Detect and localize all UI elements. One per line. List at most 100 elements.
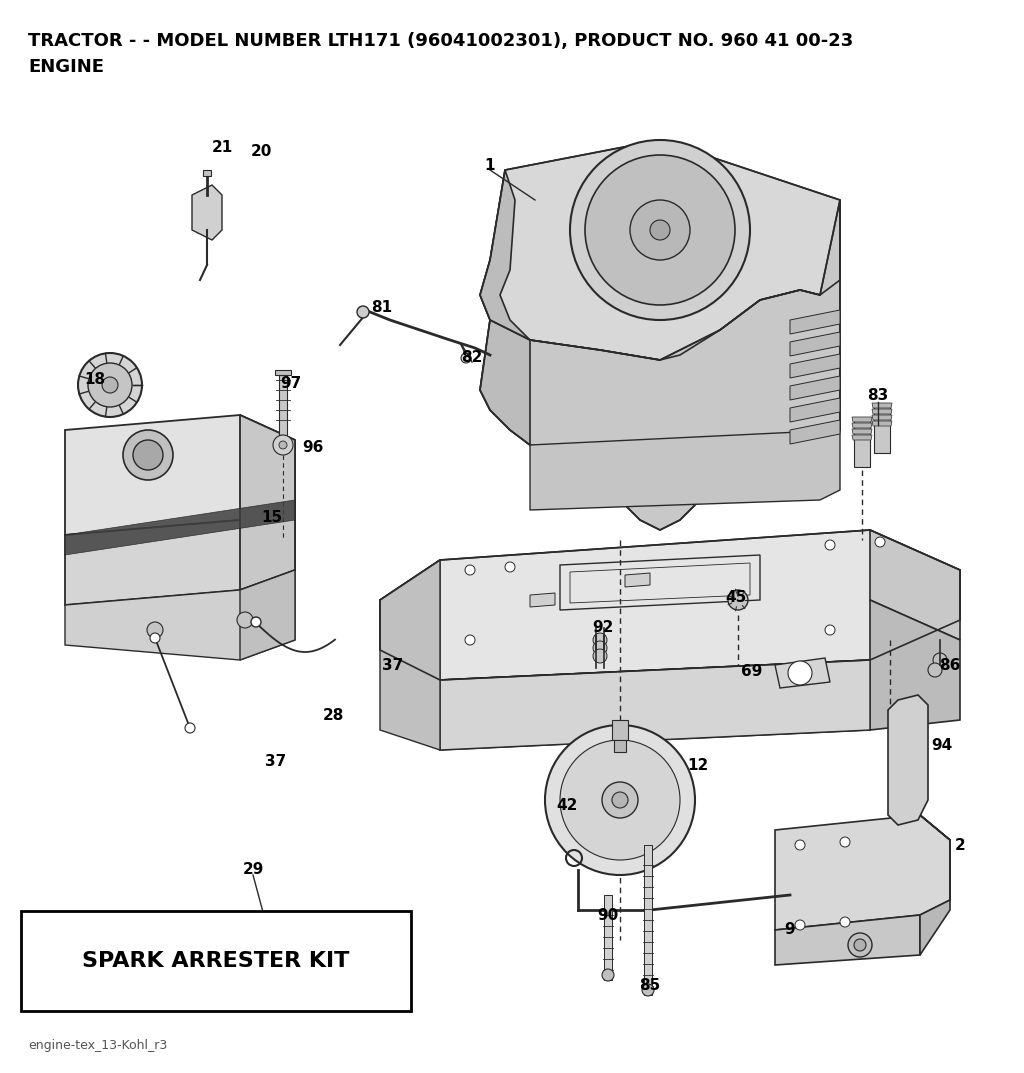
Circle shape [825,624,835,635]
Circle shape [840,837,850,847]
Text: 28: 28 [323,707,344,722]
Circle shape [795,920,805,930]
Circle shape [505,562,515,572]
Circle shape [237,612,253,628]
Polygon shape [870,530,961,640]
Circle shape [650,220,670,240]
Text: 83: 83 [867,387,889,402]
Circle shape [602,782,638,818]
Polygon shape [240,415,295,590]
Circle shape [88,363,132,407]
Polygon shape [790,376,840,400]
Polygon shape [790,420,840,444]
Text: 12: 12 [687,758,709,773]
Polygon shape [440,660,870,750]
Circle shape [133,440,163,470]
Polygon shape [65,500,295,555]
Polygon shape [530,430,840,510]
Polygon shape [644,846,652,995]
Polygon shape [872,403,892,408]
Text: 96: 96 [302,441,324,456]
Circle shape [570,139,750,320]
Text: 94: 94 [932,737,952,752]
Text: 1: 1 [484,158,496,173]
Circle shape [465,565,475,575]
Circle shape [854,939,866,951]
Text: TRACTOR - - MODEL NUMBER LTH171 (96041002301), PRODUCT NO. 960 41 00-23: TRACTOR - - MODEL NUMBER LTH171 (9604100… [28,32,853,50]
Circle shape [123,430,173,480]
Polygon shape [65,570,295,660]
Polygon shape [872,421,892,426]
Text: 20: 20 [250,145,271,160]
Text: 45: 45 [725,590,746,605]
Polygon shape [625,573,650,587]
Polygon shape [614,740,626,752]
Circle shape [848,934,872,957]
Circle shape [585,155,735,305]
Polygon shape [203,170,211,176]
Circle shape [461,353,471,363]
Polygon shape [612,720,628,740]
Text: 86: 86 [939,658,961,673]
Circle shape [612,792,628,808]
Text: ENGINE: ENGINE [28,58,104,76]
Polygon shape [380,560,440,750]
Circle shape [147,622,163,638]
Circle shape [840,917,850,927]
Polygon shape [530,593,555,607]
FancyBboxPatch shape [22,911,411,1011]
Circle shape [728,590,748,609]
Circle shape [560,740,680,859]
Circle shape [642,984,654,996]
Text: 2: 2 [954,838,966,853]
Circle shape [933,653,947,667]
Polygon shape [872,415,892,420]
Text: 29: 29 [243,863,264,878]
Polygon shape [65,415,295,535]
Circle shape [545,725,695,874]
Polygon shape [852,417,872,422]
Text: 97: 97 [281,377,302,392]
Circle shape [593,633,607,647]
Text: 82: 82 [462,351,482,366]
Polygon shape [872,409,892,414]
Text: 37: 37 [265,754,287,769]
Polygon shape [790,354,840,378]
Circle shape [825,540,835,550]
Text: SPARK ARRESTER KIT: SPARK ARRESTER KIT [82,951,349,971]
Text: 81: 81 [372,300,392,315]
Polygon shape [240,570,295,660]
Polygon shape [852,429,872,433]
Circle shape [185,723,195,733]
Polygon shape [790,310,840,334]
Text: 92: 92 [592,620,613,635]
Polygon shape [775,815,950,930]
Text: 69: 69 [741,664,763,679]
Circle shape [593,641,607,655]
Text: 21: 21 [211,141,232,156]
Polygon shape [854,417,870,467]
Polygon shape [279,374,287,435]
Polygon shape [790,332,840,356]
Circle shape [465,635,475,645]
Circle shape [273,435,293,455]
Polygon shape [870,600,961,730]
Polygon shape [65,500,295,605]
Circle shape [279,441,287,449]
Circle shape [102,377,118,393]
Circle shape [78,353,142,417]
Circle shape [874,536,885,547]
Circle shape [795,840,805,850]
Circle shape [357,306,369,318]
Text: 15: 15 [261,511,283,526]
Polygon shape [888,695,928,825]
Polygon shape [852,435,872,440]
Polygon shape [380,530,961,680]
Polygon shape [480,139,840,361]
Circle shape [630,200,690,260]
Polygon shape [440,660,870,750]
Circle shape [602,969,614,981]
Circle shape [593,649,607,663]
Text: 90: 90 [597,908,618,923]
Text: 18: 18 [84,372,105,387]
